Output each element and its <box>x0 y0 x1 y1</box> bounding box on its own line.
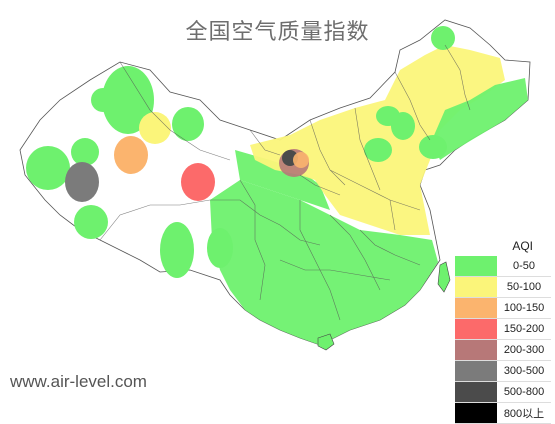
legend-swatch <box>455 277 497 297</box>
region-green-west-2 <box>71 138 99 166</box>
region-green-taiwan <box>437 261 451 293</box>
aqi-map-page: 全国空气质量指数 <box>10 19 551 424</box>
region-green-south <box>210 180 438 345</box>
region-green-northeast <box>432 78 528 160</box>
region-green-xinjiang-north <box>102 66 154 134</box>
legend-label: 100-150 <box>503 302 545 314</box>
legend-item: 200-300 <box>455 340 551 361</box>
map-title: 全国空气质量指数 <box>185 20 370 45</box>
legend-swatch <box>455 403 497 423</box>
region-gray-xinjiang <box>65 162 99 202</box>
region-orange-xinjiang <box>114 136 148 174</box>
legend-item: 50-100 <box>455 277 551 298</box>
region-green-west-1 <box>26 146 70 190</box>
region-green-southwest <box>74 205 108 239</box>
legend-swatch <box>455 382 497 402</box>
region-green-tibet-2 <box>207 228 233 268</box>
legend-label: 0-50 <box>512 260 536 272</box>
legend-swatch <box>455 298 497 318</box>
region-yellow-xinjiang <box>139 112 171 144</box>
legend-item: 0-50 <box>455 256 551 277</box>
legend-label: 300-500 <box>503 365 545 377</box>
legend-item: 150-200 <box>455 319 551 340</box>
legend-item: 300-500 <box>455 361 551 382</box>
region-green-hainan <box>317 333 335 351</box>
legend-label: 800以上 <box>503 408 545 420</box>
legend-label: 500-800 <box>503 386 545 398</box>
province-borders <box>99 44 471 321</box>
legend-label: 200-300 <box>503 344 545 356</box>
region-red-xinjiang <box>181 163 215 201</box>
legend-swatch <box>455 319 497 339</box>
legend-title: AQI <box>512 239 533 253</box>
legend-swatch <box>455 256 497 276</box>
china-aqi-map <box>19 19 531 351</box>
legend-label: 150-200 <box>503 323 545 335</box>
region-green-tibet-1 <box>160 222 194 278</box>
region-green-xinjiang-east <box>172 107 204 141</box>
legend-swatch <box>455 361 497 381</box>
legend-item: 800以上 <box>455 403 551 424</box>
legend-item: 100-150 <box>455 298 551 319</box>
legend-label: 50-100 <box>506 281 542 293</box>
site-watermark: www.air-level.com <box>10 372 147 391</box>
aqi-legend: AQI 0-50 50-100 100-150 150-200 200-300 … <box>455 236 551 424</box>
legend-swatch <box>455 340 497 360</box>
region-green-heilongjiang <box>431 26 455 50</box>
region-green-central <box>235 150 330 210</box>
